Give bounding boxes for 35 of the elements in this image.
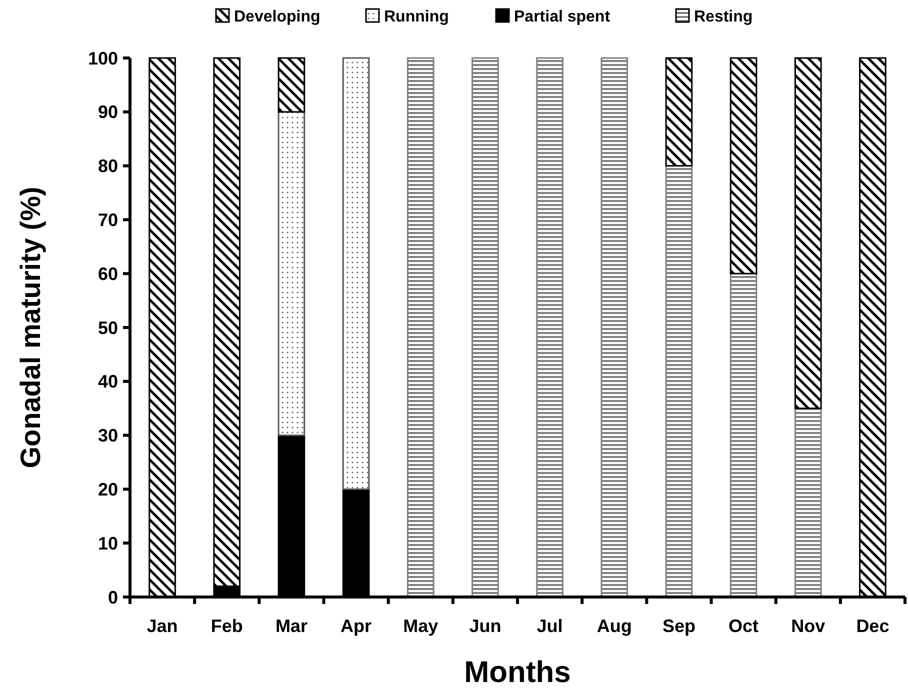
y-tick-label: 60 <box>98 264 118 284</box>
y-tick-label: 10 <box>98 533 118 554</box>
x-tick-label: Aug <box>596 616 632 636</box>
x-tick-label: Oct <box>728 616 759 636</box>
y-axis-title: Gonadal maturity (%) <box>15 186 46 468</box>
y-tick-label: 30 <box>98 426 118 446</box>
bar <box>730 57 758 274</box>
y-tick-label: 40 <box>98 372 118 392</box>
legend-label: Partial spent <box>514 8 611 26</box>
y-tick-label: 70 <box>98 210 118 230</box>
x-tick-label: Mar <box>275 616 308 636</box>
bar <box>342 57 370 490</box>
x-tick-label: Jun <box>469 616 502 636</box>
y-tick-label: 80 <box>98 156 118 176</box>
x-tick-label: May <box>403 616 438 636</box>
bar <box>278 57 306 113</box>
legend-label: Developing <box>234 8 320 26</box>
x-tick-label: Nov <box>791 616 826 636</box>
y-tick-label: 90 <box>98 102 118 122</box>
x-tick-label: Sep <box>662 616 696 636</box>
legend-label: Running <box>384 8 449 26</box>
x-axis-title: Months <box>464 656 571 689</box>
y-tick-label: 0 <box>108 587 118 608</box>
x-tick-label: Jan <box>146 616 178 636</box>
bar <box>665 57 693 167</box>
x-tick-label: Dec <box>856 616 890 636</box>
bar <box>278 111 306 436</box>
y-tick-label: 20 <box>98 480 118 500</box>
y-tick-label: 100 <box>88 48 118 68</box>
x-tick-label: Jul <box>536 616 563 636</box>
y-tick-label: 50 <box>98 318 118 338</box>
x-tick-label: Feb <box>210 616 243 636</box>
legend-label: Resting <box>694 8 753 26</box>
bar <box>794 57 822 410</box>
x-tick-label: Apr <box>340 616 372 636</box>
